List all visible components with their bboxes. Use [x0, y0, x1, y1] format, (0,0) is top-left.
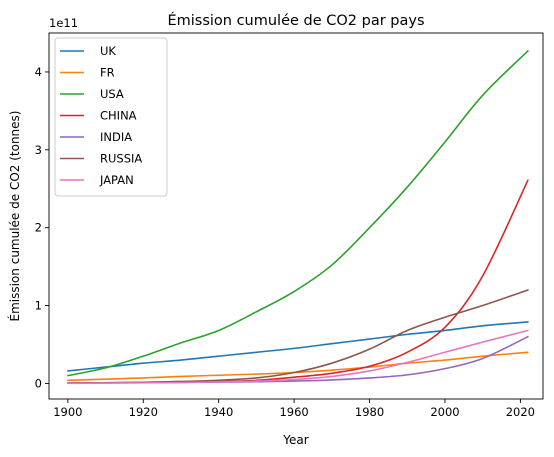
y-offset-label: 1e11: [49, 16, 78, 30]
x-tick-label: 2020: [506, 405, 535, 419]
x-tick-label: 1900: [53, 405, 82, 419]
series-line-usa: [67, 50, 529, 377]
x-tick-label: 1960: [279, 405, 308, 419]
y-tick-label: 0: [35, 376, 42, 390]
legend-label-japan: JAPAN: [99, 173, 134, 187]
legend-frame: [54, 37, 168, 197]
legend-label-usa: USA: [100, 87, 124, 101]
legend-label-india: INDIA: [100, 130, 132, 144]
legend-label-china: CHINA: [100, 109, 137, 123]
y-tick-label: 2: [35, 221, 42, 235]
y-tick-label: 4: [35, 65, 42, 79]
series-line-uk: [67, 321, 529, 372]
x-tick-label: 2000: [430, 405, 459, 419]
chart-title: Émission cumulée de CO2 par pays: [167, 12, 424, 29]
series-lines: [67, 50, 529, 385]
legend: UK FR USA CHINA INDIA RUSSIA JAPAN: [54, 37, 168, 197]
x-tick-label: 1920: [129, 405, 158, 419]
x-tick-label: 1980: [355, 405, 384, 419]
x-axis-label: Year: [282, 433, 308, 447]
y-axis-label: Émission cumulée de CO2 (tonnes): [7, 111, 22, 322]
plot-area-frame: [48, 32, 544, 400]
legend-label-fr: FR: [100, 66, 115, 80]
y-axis-ticks: 0 1 2 3 4: [35, 65, 49, 390]
y-tick-label: 3: [35, 143, 42, 157]
x-axis-ticks: 1900 1920 1940 1960 1980 2000 2020: [53, 399, 535, 419]
legend-label-uk: UK: [100, 44, 116, 58]
x-tick-label: 1940: [204, 405, 233, 419]
series-line-japan: [67, 329, 529, 385]
y-tick-label: 1: [35, 299, 42, 313]
legend-label-russia: RUSSIA: [100, 152, 142, 166]
